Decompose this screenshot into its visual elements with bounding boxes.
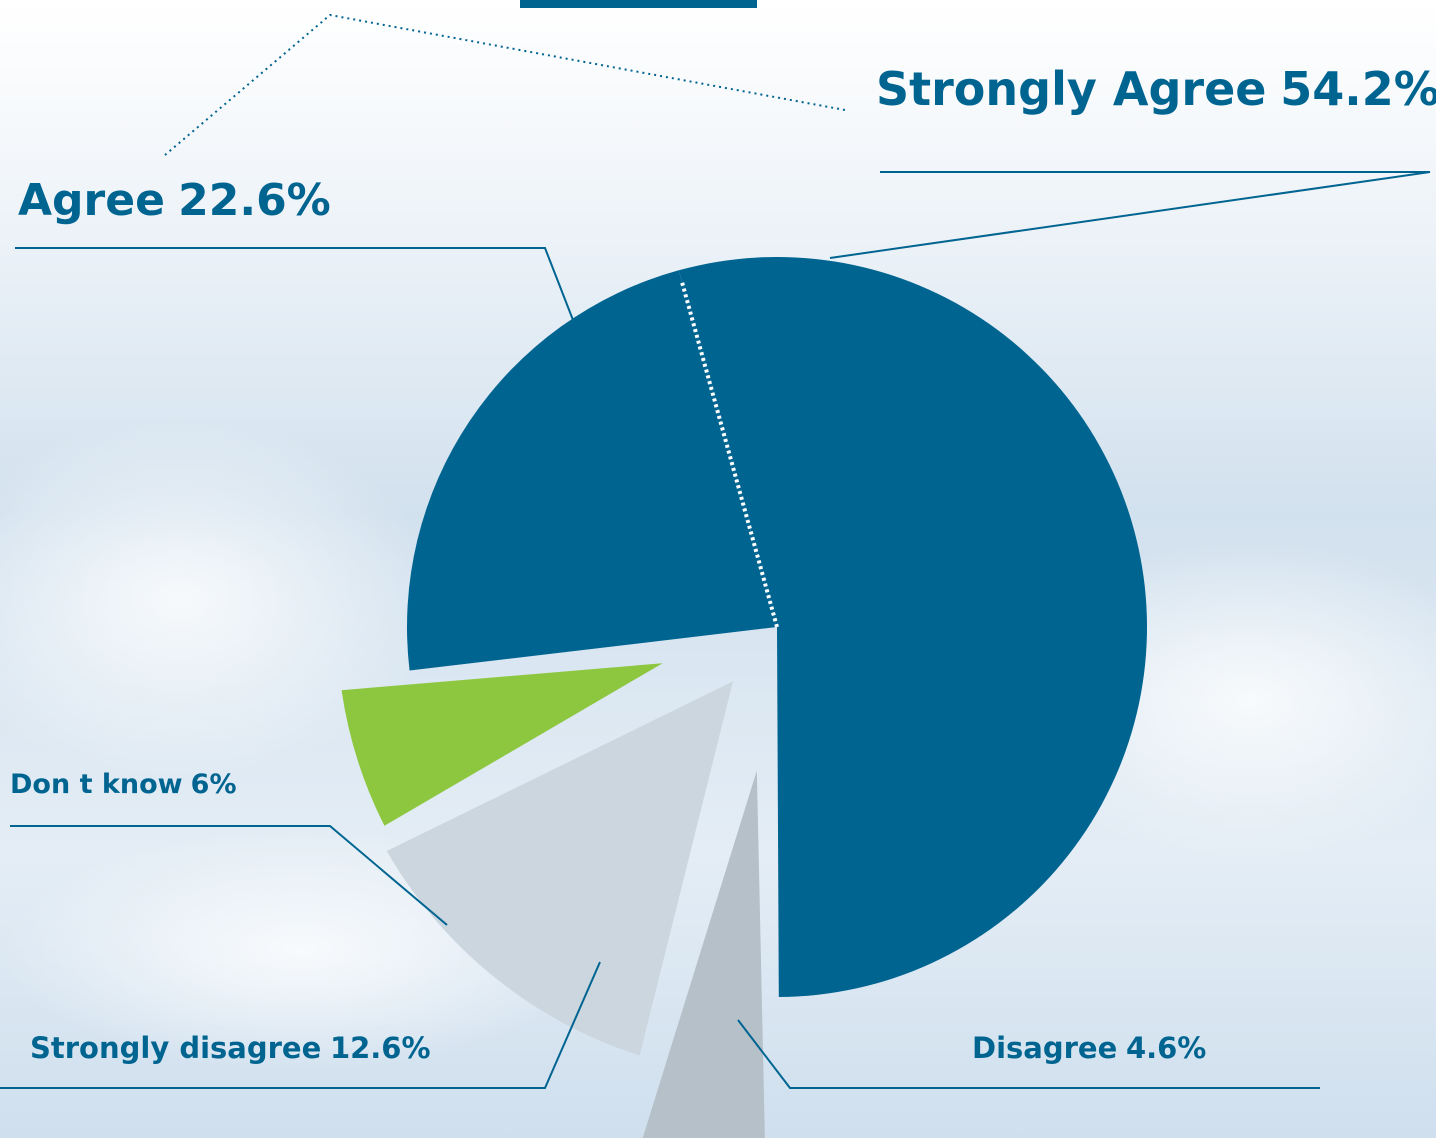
cloud [0, 420, 440, 780]
category-name: Strongly Agree [876, 62, 1266, 116]
slice-label: Strongly Agree 54.2% [876, 62, 1436, 116]
leader-line [15, 247, 574, 321]
value-label: 54.2% [1280, 62, 1436, 116]
value-label: 12.6% [330, 1031, 431, 1065]
leader-line [829, 171, 1431, 259]
slice-label: Agree 22.6% [18, 175, 331, 226]
leader-line [10, 825, 448, 926]
pie-slice [341, 663, 663, 826]
value-label: 4.6% [1126, 1031, 1206, 1065]
pie [341, 257, 1148, 1138]
decor-dotted-line [164, 13, 846, 156]
category-name: Don t know [10, 769, 183, 800]
pie-slice [678, 257, 1148, 997]
labels: Strongly Agree 54.2% Disagree 4.6% Strongly … [0, 62, 1436, 1089]
slice-label: Disagree 4.6% [972, 1031, 1206, 1065]
top-tab [520, 0, 757, 8]
leader-line [737, 1019, 1320, 1089]
leader-line [0, 961, 601, 1089]
slice-label: Strongly disagree 12.6% [30, 1031, 431, 1065]
category-name: Disagree [972, 1031, 1117, 1065]
slice-divider [679, 279, 779, 628]
value-label: 22.6% [178, 175, 331, 226]
pie-slice [642, 770, 765, 1138]
pie-slice [406, 270, 777, 671]
category-name: Agree [18, 175, 165, 226]
category-name: Strongly disagree [30, 1031, 321, 1065]
slice-label: Don t know 6% [10, 769, 237, 800]
value-label: 6% [191, 769, 237, 800]
pie-slice [386, 681, 733, 1056]
